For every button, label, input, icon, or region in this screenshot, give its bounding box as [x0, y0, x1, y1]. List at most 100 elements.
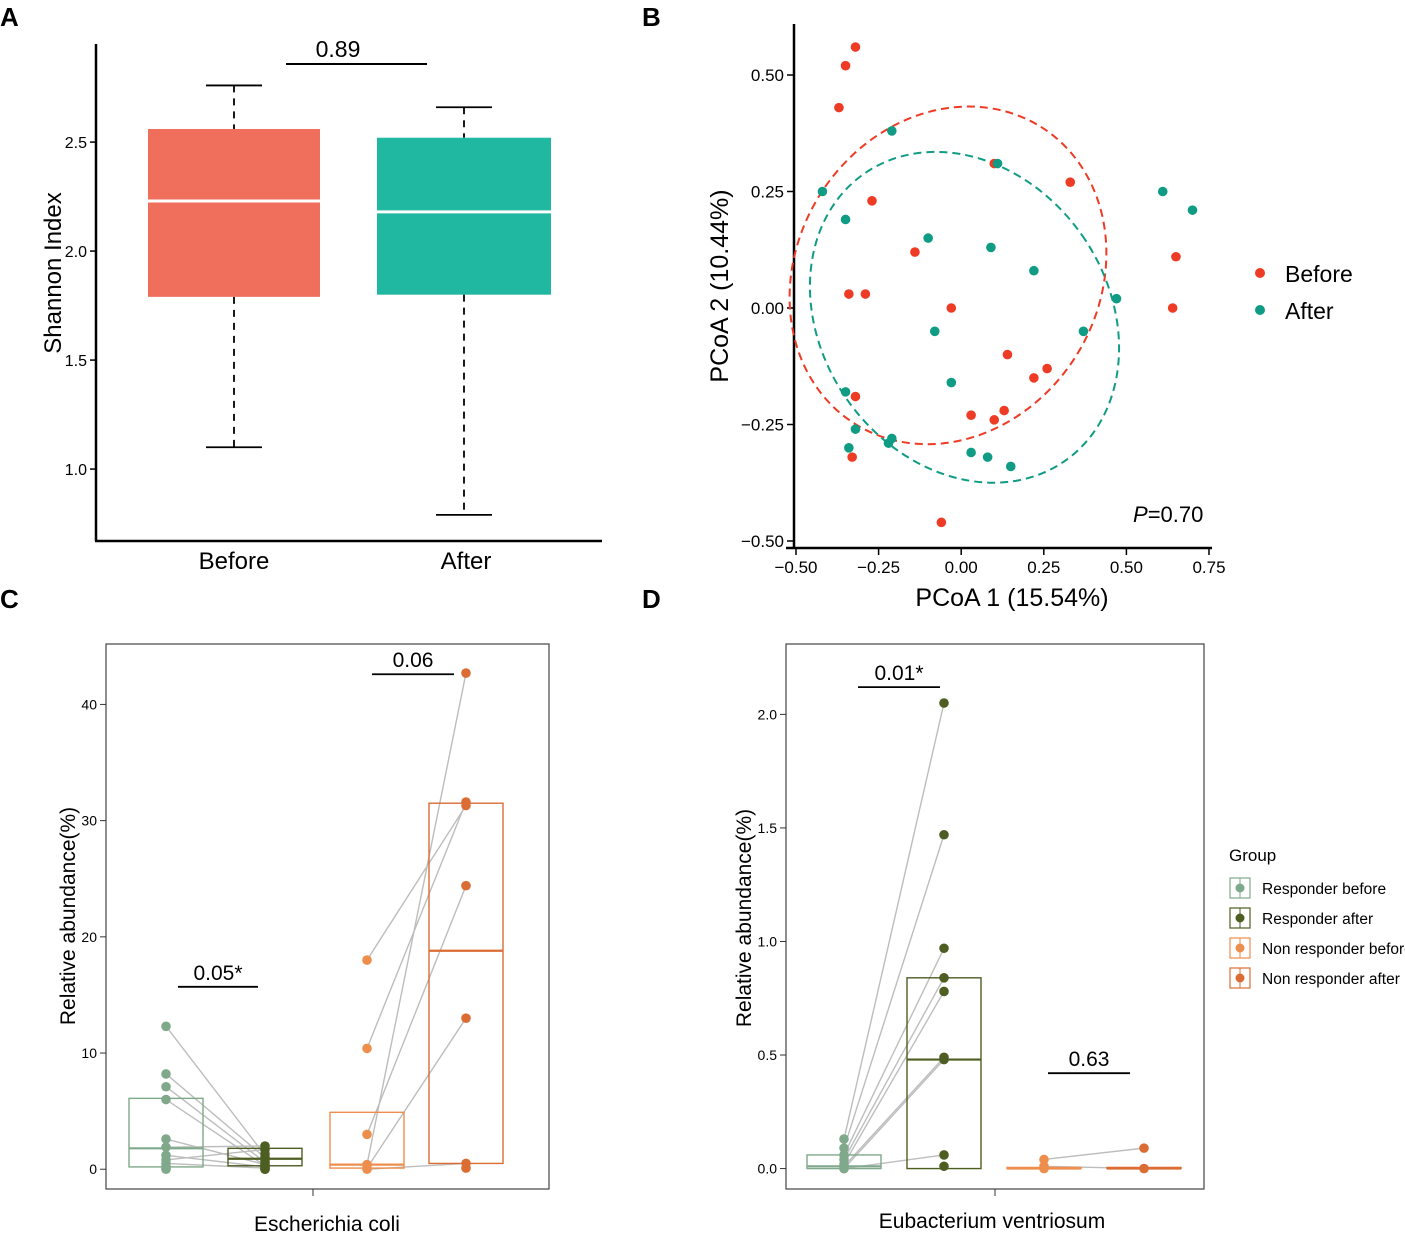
panel-label-a: A [0, 2, 19, 32]
panel-b-point-before [844, 289, 854, 299]
panel-d-p-value: 0.01* [874, 662, 923, 685]
panel-label-b: B [642, 2, 661, 32]
panel-b-p-value: =0.70 [1148, 502, 1204, 527]
panel-a-p-value: 0.89 [316, 36, 361, 62]
panel-a-box-after [377, 137, 551, 295]
panel-b-point-after [887, 126, 897, 136]
panel-b-point-before [1167, 303, 1178, 313]
panel-d-box [906, 977, 982, 1170]
panel-b-point-before [850, 42, 861, 52]
panel-b-point-after [1005, 461, 1016, 472]
panel-c-point [161, 1094, 171, 1105]
panel-b-ellipse-after [808, 150, 1121, 484]
panel-c-point [161, 1021, 171, 1032]
panel-c-paired-line [165, 1154, 266, 1168]
legend-key-dot [1235, 913, 1245, 923]
panel-a-y-label: Shannon Index [40, 192, 67, 353]
panel-c-paired-line [366, 672, 467, 1165]
panel-b-point-after [1187, 205, 1198, 215]
panel-a-y-ticks: 1.0 1.5 2.0 2.5 [65, 135, 96, 479]
panel-b-point-after [1029, 265, 1039, 276]
panel-c-paired-line [165, 1145, 266, 1148]
panel-b-point-after [992, 158, 1003, 169]
panel-b-point-before [946, 303, 957, 313]
legend-group-title: Group [1229, 846, 1276, 865]
panel-b-point-before [1042, 363, 1052, 374]
panel-b-p-symbol: P [1133, 502, 1148, 527]
panel-c-point [461, 668, 471, 678]
panel-b-point-after [986, 242, 996, 253]
panel-c-point [362, 1043, 372, 1054]
panel-a-boxes [148, 84, 551, 516]
panel-c-box [428, 802, 504, 1165]
panel-c-point [161, 1081, 171, 1092]
panel-c-point [461, 1013, 471, 1023]
panel-c-box [329, 1111, 405, 1169]
panel-c-point [461, 800, 471, 811]
panel-d-group-legend: Group Responder before Responder after Non… [1229, 846, 1405, 989]
panel-c-points [161, 668, 471, 1175]
legend-key-dot [1235, 943, 1245, 953]
legend-key-dot [1235, 973, 1245, 983]
panel-d-point [1139, 1143, 1149, 1153]
panel-d-point [939, 1150, 949, 1160]
panel-b-point-before [936, 517, 947, 528]
panel-b-point-before [834, 102, 844, 113]
panel-d-point [939, 943, 949, 954]
panel-c-point [260, 1164, 270, 1175]
panel-b-point-before [867, 196, 877, 206]
panel-b-point-after [883, 438, 894, 448]
panel-b-point-before [1171, 251, 1181, 262]
legend-after-label: After [1285, 298, 1334, 324]
panel-a-y-tick-label: 1.0 [65, 462, 87, 479]
panel-d-points [839, 698, 1149, 1174]
panel-b-y-tick-label: 0.50 [751, 66, 784, 85]
panel-c-y-tick-label: 30 [81, 813, 97, 829]
panel-d-paired-line [843, 977, 945, 1160]
panel-b-point-after [929, 326, 940, 337]
panel-d-frame [785, 643, 1205, 1190]
panel-a-y-tick-label: 1.5 [65, 353, 87, 370]
panel-a-x-tick-before: Before [199, 548, 270, 575]
legend-after-marker [1255, 305, 1265, 315]
panel-d-paired-line [843, 1059, 945, 1170]
panel-d-point [839, 1134, 849, 1144]
panel-d-point [839, 1163, 849, 1174]
panel-b-x-tick-label: 0.50 [1110, 558, 1143, 577]
panel-c-frame [105, 643, 550, 1190]
panel-c-point [161, 1164, 171, 1175]
panel-label-c: C [0, 584, 19, 614]
panel-b-point-before [1002, 349, 1013, 360]
panel-b-ticks: −0.50 −0.25 0.00 0.25 0.50 0.75 −0.50 −0.25 0.00… [741, 66, 1226, 577]
panel-b-point-after [982, 452, 993, 462]
panel-b-x-tick-label: 0.00 [945, 558, 978, 577]
legend-before-marker [1255, 268, 1265, 278]
panel-b-legend: Before After [1255, 261, 1353, 324]
panel-c-p-value: 0.06 [393, 649, 434, 672]
panel-d-paired-lines [843, 702, 1145, 1170]
panel-b-point-after [840, 387, 851, 397]
panel-c-escherichia-coli: 0 10 20 30 40 0.05* 0.06 Escherichia coli Rel… [57, 643, 550, 1233]
panel-c-x-label: Escherichia coli [254, 1213, 400, 1233]
panel-a-box-plot: Shannon Index 1.01.52.02.5 Before After … [40, 36, 602, 575]
panel-a-y-tick-label: 2.5 [65, 135, 87, 152]
panel-d-point [1039, 1154, 1049, 1165]
panel-b-x-tick-label: 0.25 [1027, 558, 1060, 577]
panel-d-point [939, 986, 949, 997]
legend-entry-label: Non responder before [1262, 941, 1405, 958]
panel-b-point-after [817, 186, 828, 197]
panel-d-point [939, 1161, 949, 1172]
panel-d-point [939, 698, 949, 708]
panel-c-point [161, 1134, 171, 1144]
legend-entry-label: Non responder after [1262, 971, 1400, 988]
panel-b-point-before [966, 410, 976, 420]
panel-d-paired-line [1043, 1147, 1145, 1161]
panel-d-point [839, 1143, 849, 1153]
panel-a-y-tick-label: 2.0 [65, 244, 87, 261]
panel-c-p-value: 0.05* [193, 962, 242, 985]
panel-c-y-tick-label: 10 [81, 1045, 97, 1061]
panel-b-y-tick-label: 0.00 [751, 299, 784, 318]
panel-c-y-ticks: 0 10 20 30 40 [81, 696, 106, 1177]
panel-d-paired-line [843, 947, 945, 1156]
